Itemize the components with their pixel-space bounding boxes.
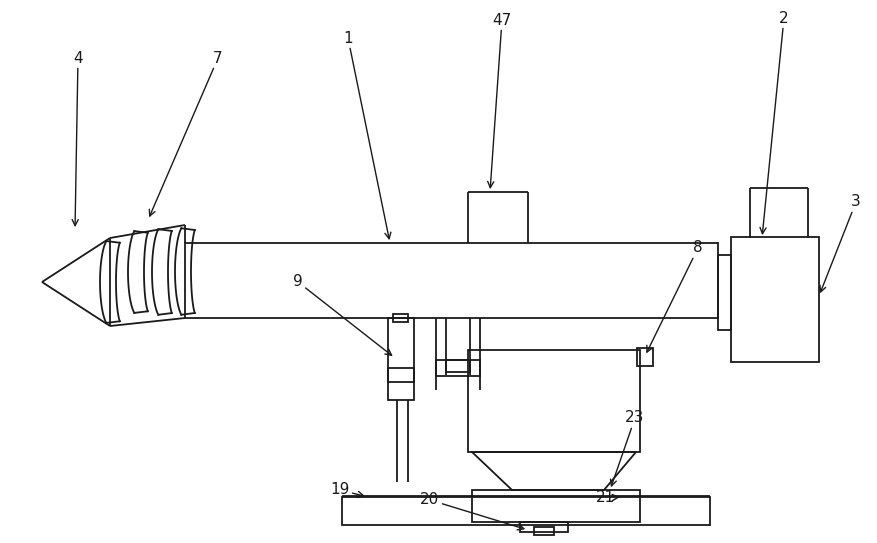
Text: 1: 1	[343, 30, 390, 239]
Text: 23: 23	[610, 411, 644, 486]
Bar	[388, 318, 414, 400]
Text: 19: 19	[330, 483, 363, 497]
Text: 2: 2	[759, 10, 788, 233]
Bar	[388, 368, 414, 382]
Text: 9: 9	[293, 275, 391, 355]
Text: 20: 20	[420, 493, 524, 530]
Text: 4: 4	[72, 50, 82, 226]
Bar	[533, 527, 553, 535]
Text: 3: 3	[819, 194, 859, 292]
Bar	[519, 522, 567, 532]
Bar	[467, 350, 639, 452]
Bar	[185, 243, 717, 318]
Text: 21: 21	[595, 490, 618, 506]
Bar	[446, 360, 469, 372]
Bar	[436, 360, 480, 376]
Bar	[342, 497, 709, 525]
Text: 8: 8	[646, 241, 702, 352]
Bar	[472, 490, 639, 522]
Bar	[637, 348, 652, 366]
Bar	[717, 255, 731, 330]
Bar	[731, 237, 818, 362]
Bar	[393, 314, 408, 322]
Text: 47: 47	[487, 12, 511, 188]
Text: 7: 7	[149, 50, 223, 216]
